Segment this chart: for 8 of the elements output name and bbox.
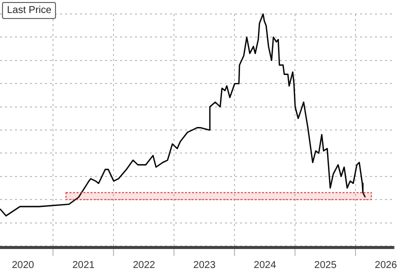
x-tick-label: 2024 [254,260,276,271]
x-tick-label: 2025 [314,260,337,271]
chart-title: Last Price [2,2,56,19]
x-tick-label: 2023 [193,260,216,271]
x-tick-label: 2021 [72,260,96,271]
x-tick-label: 2022 [132,260,156,271]
x-tick-label: 2020 [12,260,35,271]
x-tick-label: 2026 [374,260,398,271]
